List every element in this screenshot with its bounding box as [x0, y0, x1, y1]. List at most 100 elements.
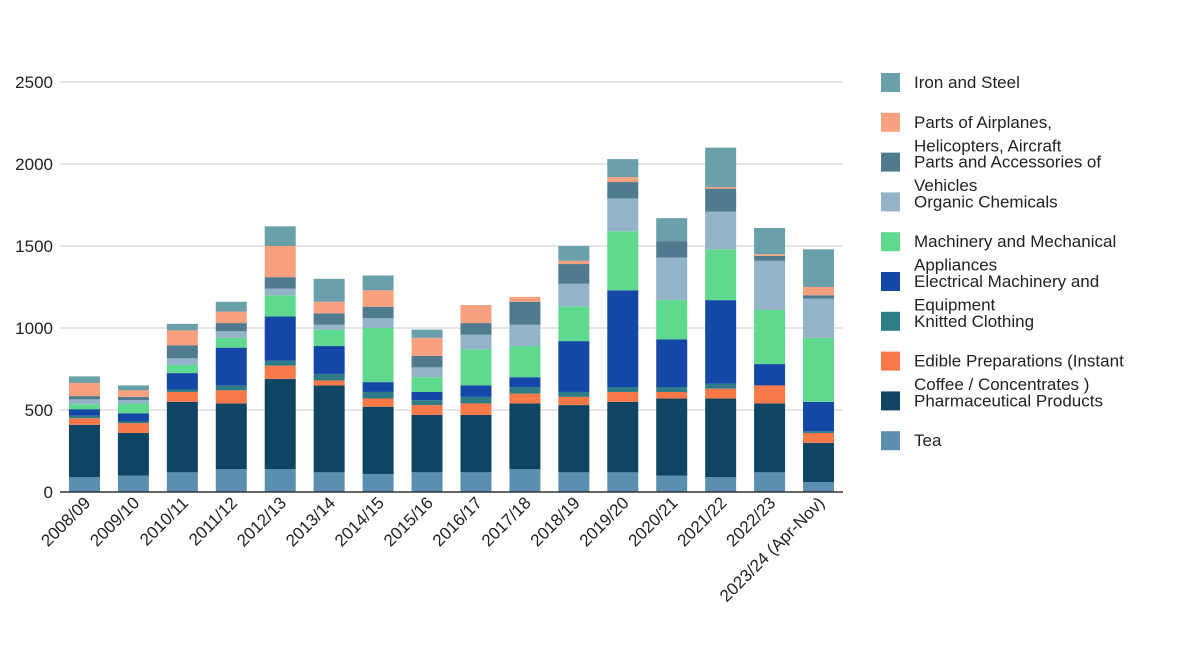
- bar-segment: [166, 345, 198, 359]
- bar-segment: [754, 254, 786, 256]
- legend-label: Organic Chemicals: [914, 192, 1058, 211]
- legend-swatch: [881, 431, 900, 451]
- bar-segment: [656, 339, 688, 388]
- bar-segment: [509, 393, 541, 404]
- legend-label: Edible Preparations (Instant Coffee / Con…: [914, 352, 1124, 395]
- bar-segment: [362, 318, 394, 328]
- bar-segment: [803, 249, 835, 287]
- bar-segment: [607, 401, 639, 473]
- bar-segment: [264, 365, 296, 379]
- bar-segment: [313, 380, 345, 386]
- bar-segment: [411, 400, 443, 406]
- bar-segment: [607, 387, 639, 392]
- bar-segment: [803, 298, 835, 338]
- bar-segment: [705, 300, 737, 384]
- bar-segment: [558, 246, 590, 261]
- bar-segment: [705, 211, 737, 250]
- legend-swatch: [881, 391, 900, 411]
- bar-segment: [411, 367, 443, 378]
- bar-segment: [362, 275, 394, 291]
- bar-segment: [264, 469, 296, 492]
- bar-segment: [166, 401, 198, 473]
- bar-segment: [754, 364, 786, 386]
- legend-label: Pharmaceutical Products: [914, 391, 1103, 410]
- bar-segment: [264, 277, 296, 289]
- bar-segment: [607, 182, 639, 199]
- bar-segment: [656, 391, 688, 399]
- x-tick-label: 2009/10: [86, 493, 143, 550]
- bar-segment: [117, 390, 149, 397]
- y-tick-label: 2500: [15, 73, 53, 92]
- bar-segment: [460, 414, 492, 473]
- bar-segment: [362, 328, 394, 383]
- bar-segment: [754, 255, 786, 261]
- bar-segment: [117, 475, 149, 492]
- y-tick-label: 500: [25, 401, 53, 420]
- bar-segment: [460, 396, 492, 404]
- bar-segment: [558, 341, 590, 392]
- x-tick-label: 2019/20: [576, 493, 633, 550]
- bar-segment: [754, 472, 786, 492]
- bar-segment: [460, 385, 492, 397]
- bar-segment: [460, 334, 492, 350]
- bar-segment: [215, 323, 247, 332]
- legend-label: Knitted Clothing: [914, 312, 1034, 331]
- bar-segment: [607, 231, 639, 291]
- bar-segment: [313, 385, 345, 473]
- bar-segment: [607, 391, 639, 402]
- bar-segment: [607, 198, 639, 232]
- bar-segment: [803, 431, 835, 433]
- x-tick-label: 2020/21: [625, 493, 682, 550]
- bar-segment: [705, 398, 737, 478]
- bar-segment: [803, 295, 835, 299]
- bar-segment: [166, 389, 198, 392]
- legend-swatch: [881, 351, 900, 371]
- bar-segment: [411, 355, 443, 368]
- bar-segment: [166, 364, 198, 374]
- bar-segment: [264, 378, 296, 470]
- bars: [68, 147, 835, 492]
- bar-segment: [68, 382, 100, 397]
- bar-segment: [264, 226, 296, 246]
- legend-swatch: [881, 272, 900, 291]
- bar-segment: [509, 296, 541, 302]
- bar-segment: [362, 398, 394, 407]
- bar-segment: [460, 323, 492, 335]
- bar-segment: [803, 287, 835, 296]
- x-tick-label: 2014/15: [331, 493, 388, 550]
- bar-segment: [754, 385, 786, 404]
- bar-segment: [509, 324, 541, 347]
- y-tick-label: 0: [44, 483, 53, 502]
- bar-segment: [313, 346, 345, 374]
- bar-segment: [656, 300, 688, 340]
- x-tick-label: 2010/11: [136, 493, 192, 549]
- bar-segment: [705, 186, 737, 189]
- bar-segment: [362, 290, 394, 307]
- bar-segment: [215, 301, 247, 312]
- bar-segment: [68, 415, 100, 419]
- bar-segment: [215, 385, 247, 391]
- bar-segment: [313, 278, 345, 302]
- bar-segment: [68, 399, 100, 405]
- bar-segment: [264, 360, 296, 366]
- bar-segment: [607, 472, 639, 492]
- bar-segment: [117, 385, 149, 391]
- legend-label: Parts of Airplanes, Helicopters, Aircraft: [914, 113, 1062, 156]
- bar-segment: [411, 329, 443, 338]
- bar-segment: [215, 469, 247, 492]
- bar-segment: [656, 387, 688, 392]
- x-tick-label: 2011/12: [185, 493, 241, 549]
- bar-segment: [509, 403, 541, 470]
- bar-segment: [313, 301, 345, 314]
- bar-segment: [215, 347, 247, 386]
- bar-segment: [362, 306, 394, 319]
- bar-segment: [656, 475, 688, 492]
- legend-swatch: [881, 311, 900, 331]
- bar-segment: [411, 337, 443, 356]
- bar-segment: [166, 472, 198, 492]
- bar-segment: [313, 313, 345, 325]
- bar-segment: [362, 382, 394, 392]
- bar-segment: [558, 283, 590, 307]
- bar-segment: [166, 330, 198, 346]
